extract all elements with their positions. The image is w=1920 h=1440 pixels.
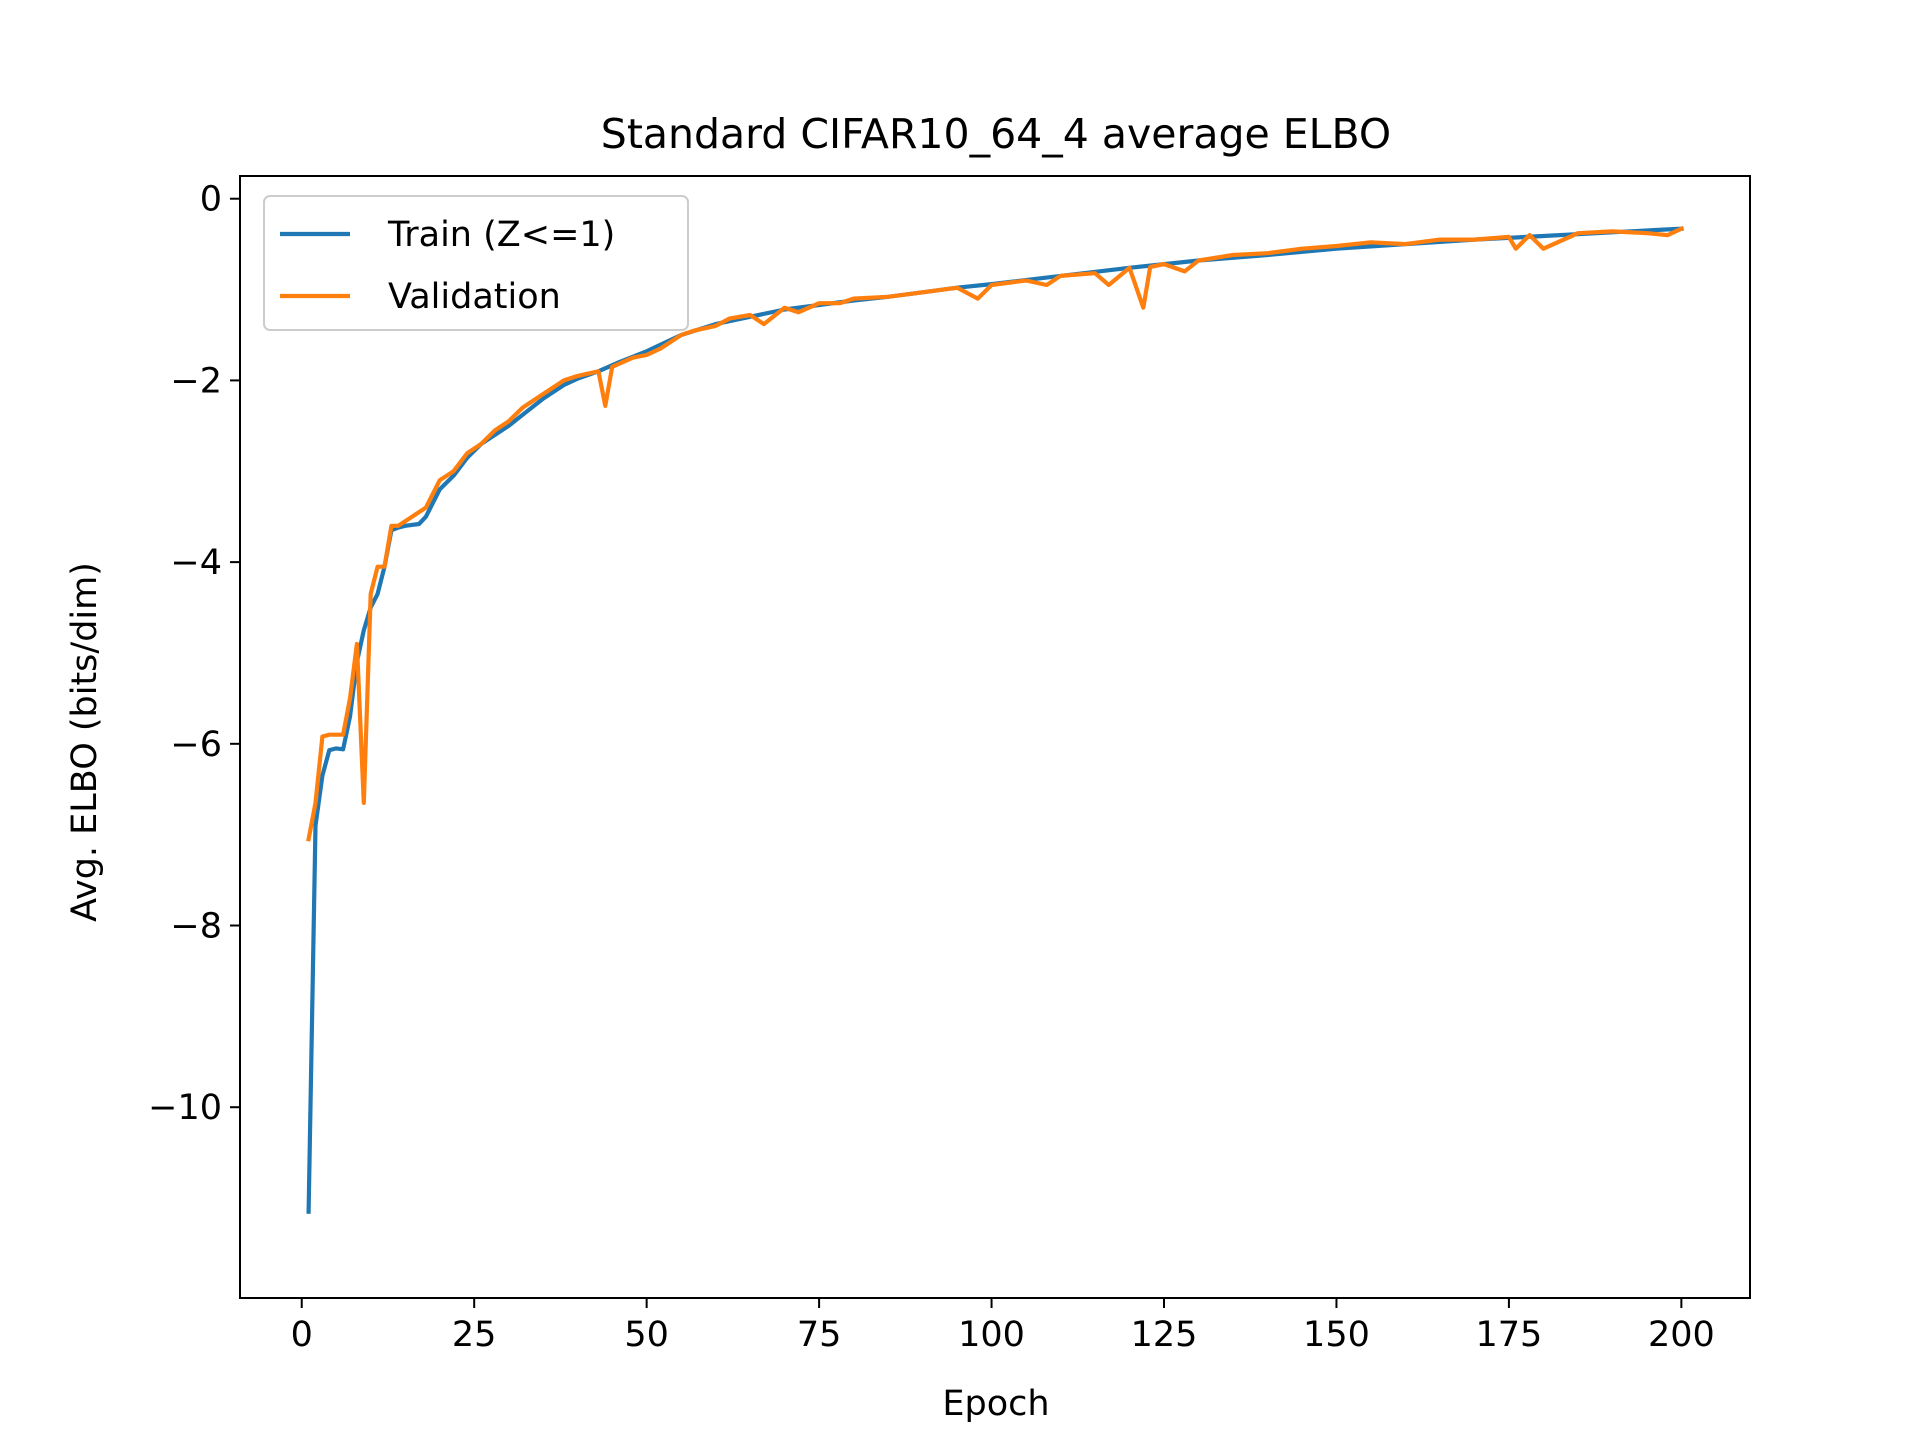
legend-label-train: Train (Z<=1) [387, 215, 615, 255]
x-tick-label: 50 [624, 1315, 669, 1355]
y-axis-label: Avg. ELBO (bits/dim) [65, 562, 105, 922]
series-line-train [306, 226, 1684, 1214]
x-tick-label: 175 [1476, 1315, 1543, 1355]
y-tick-label: 0 [200, 180, 222, 220]
x-tick-label: 200 [1648, 1315, 1715, 1355]
axis-ticks: 0 25 50 75 100 125 150 175 200 0 −2 −4 −6 −8 −10 [148, 180, 1715, 1355]
x-axis-label: Epoch [942, 1384, 1049, 1424]
chart-title: Standard CIFAR10_64_4 average ELBO [601, 110, 1391, 158]
legend-box [263, 195, 689, 331]
x-tick-label: 100 [958, 1315, 1025, 1355]
series-line-validation [306, 225, 1685, 842]
x-tick-label: 75 [797, 1315, 842, 1355]
y-tick-label: −8 [170, 907, 222, 947]
x-tick-label: 25 [452, 1315, 497, 1355]
y-tick-label: −10 [148, 1088, 222, 1128]
legend-label-validation: Validation [388, 277, 561, 317]
y-tick-label: −2 [170, 361, 222, 401]
x-tick-label: 0 [291, 1315, 313, 1355]
y-tick-label: −4 [170, 543, 222, 583]
axes-frame [239, 175, 1751, 1299]
y-tick-label: −6 [170, 725, 222, 765]
legend: Train (Z<=1) Validation [263, 195, 689, 331]
x-tick-label: 150 [1303, 1315, 1370, 1355]
x-tick-label: 125 [1131, 1315, 1198, 1355]
plot-area [239, 175, 1751, 1299]
